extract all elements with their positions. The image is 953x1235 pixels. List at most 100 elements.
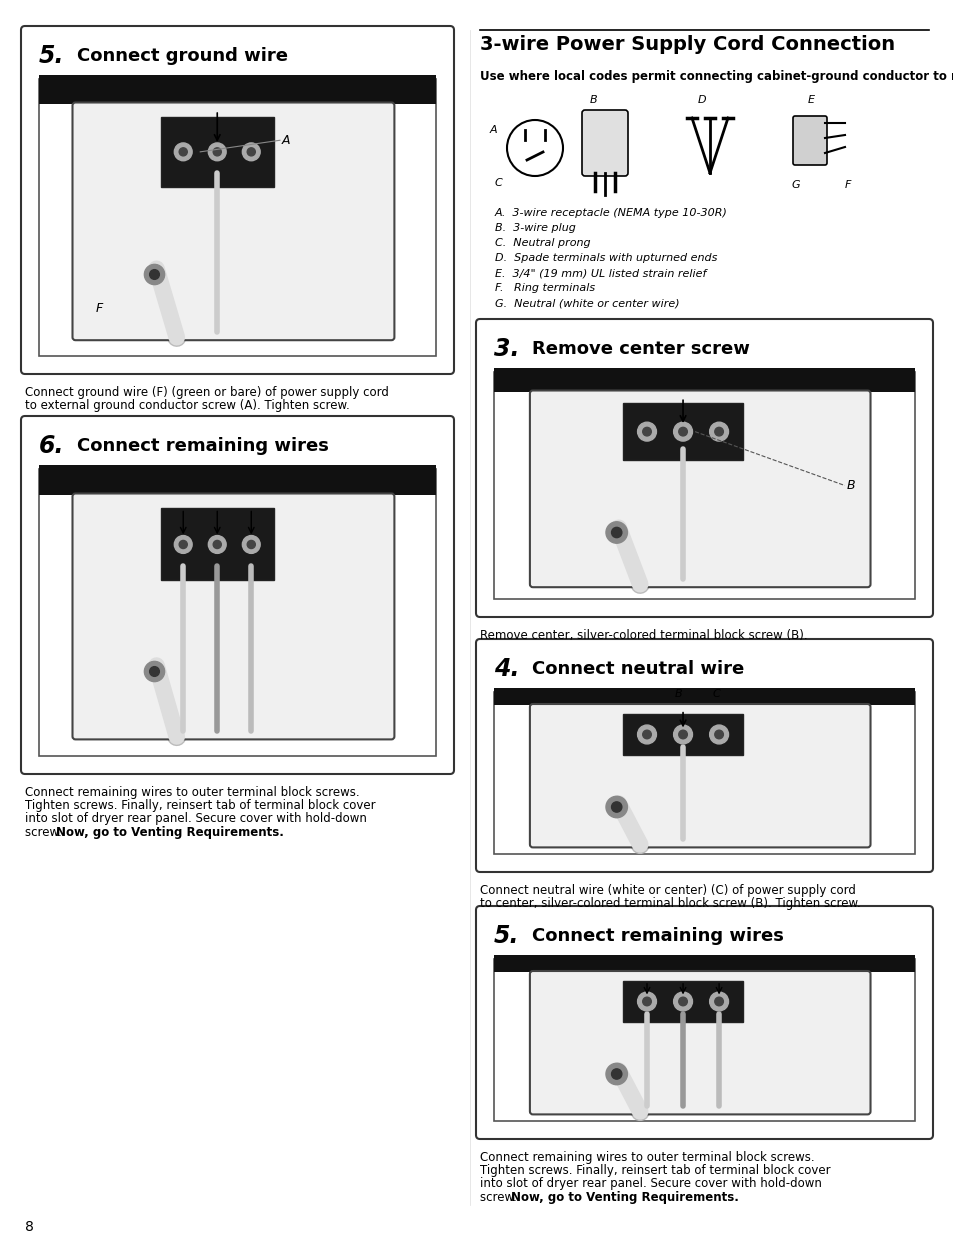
Text: Connect ground wire (F) (green or bare) of power supply cord: Connect ground wire (F) (green or bare) …	[25, 387, 389, 399]
Circle shape	[242, 536, 260, 553]
Text: D: D	[698, 95, 706, 105]
Text: 3.: 3.	[494, 337, 519, 361]
FancyBboxPatch shape	[476, 638, 932, 872]
Text: Connect remaining wires: Connect remaining wires	[77, 437, 329, 454]
Circle shape	[642, 427, 651, 436]
Text: C: C	[712, 689, 720, 699]
Circle shape	[247, 541, 255, 548]
Text: A.  3-wire receptacle (NEMA type 10-30R): A. 3-wire receptacle (NEMA type 10-30R)	[495, 207, 727, 219]
Circle shape	[678, 997, 686, 1005]
Circle shape	[709, 725, 728, 743]
Text: B: B	[846, 479, 855, 492]
FancyBboxPatch shape	[476, 319, 932, 618]
Circle shape	[150, 269, 159, 279]
Text: B.  3-wire plug: B. 3-wire plug	[495, 224, 576, 233]
Bar	[160, 117, 274, 186]
Text: 8: 8	[25, 1220, 34, 1234]
Circle shape	[637, 422, 656, 441]
Text: Connect neutral wire: Connect neutral wire	[532, 659, 743, 678]
FancyBboxPatch shape	[21, 416, 454, 774]
Circle shape	[642, 997, 651, 1005]
Text: A: A	[490, 125, 497, 135]
FancyBboxPatch shape	[581, 110, 627, 177]
Bar	[494, 955, 914, 972]
Text: 6.: 6.	[39, 433, 65, 458]
Text: Connect ground wire: Connect ground wire	[77, 47, 288, 65]
Text: F.   Ring terminals: F. Ring terminals	[495, 283, 595, 293]
Circle shape	[174, 536, 192, 553]
Text: Connect neutral wire (white or center) (C) of power supply cord: Connect neutral wire (white or center) (…	[479, 884, 855, 897]
Circle shape	[714, 730, 722, 739]
Circle shape	[247, 148, 255, 156]
Circle shape	[208, 536, 226, 553]
Bar	[622, 403, 742, 461]
Circle shape	[213, 148, 221, 156]
Text: D.  Spade terminals with upturned ends: D. Spade terminals with upturned ends	[495, 253, 717, 263]
Circle shape	[605, 1063, 627, 1084]
Text: Connect remaining wires to outer terminal block screws.: Connect remaining wires to outer termina…	[25, 785, 359, 799]
Text: Now, go to Venting Requirements.: Now, go to Venting Requirements.	[511, 1191, 738, 1204]
Text: Now, go to Venting Requirements.: Now, go to Venting Requirements.	[56, 825, 284, 839]
Circle shape	[144, 662, 165, 682]
Text: B: B	[674, 689, 681, 699]
Circle shape	[179, 148, 187, 156]
Text: Tighten screws. Finally, reinsert tab of terminal block cover: Tighten screws. Finally, reinsert tab of…	[25, 799, 375, 813]
Circle shape	[213, 541, 221, 548]
Circle shape	[714, 427, 722, 436]
Circle shape	[642, 730, 651, 739]
Circle shape	[179, 541, 187, 548]
Text: into slot of dryer rear panel. Secure cover with hold-down: into slot of dryer rear panel. Secure co…	[25, 813, 367, 825]
Text: Remove center screw: Remove center screw	[532, 340, 749, 358]
Text: to external ground conductor screw (A). Tighten screw.: to external ground conductor screw (A). …	[25, 399, 350, 412]
Text: 5.: 5.	[494, 924, 519, 948]
Bar	[494, 692, 914, 853]
Circle shape	[673, 992, 692, 1011]
Circle shape	[673, 422, 692, 441]
Bar	[622, 714, 742, 755]
Circle shape	[709, 992, 728, 1011]
Text: B: B	[589, 95, 597, 105]
Bar	[160, 509, 274, 580]
Text: Tighten screws. Finally, reinsert tab of terminal block cover: Tighten screws. Finally, reinsert tab of…	[479, 1165, 830, 1177]
FancyBboxPatch shape	[72, 494, 394, 740]
Text: Remove center, silver-colored terminal block screw (B).: Remove center, silver-colored terminal b…	[479, 629, 807, 642]
FancyBboxPatch shape	[529, 390, 869, 587]
Circle shape	[637, 725, 656, 743]
Text: Use where local codes permit connecting cabinet-ground conductor to neutral wire: Use where local codes permit connecting …	[479, 70, 953, 83]
FancyBboxPatch shape	[72, 103, 394, 340]
Text: C.  Neutral prong: C. Neutral prong	[495, 238, 590, 248]
Circle shape	[709, 422, 728, 441]
Text: G: G	[791, 180, 800, 190]
Text: E.  3/4" (19 mm) UL listed strain relief: E. 3/4" (19 mm) UL listed strain relief	[495, 268, 705, 278]
Text: F: F	[95, 303, 103, 315]
Bar	[494, 368, 914, 391]
Text: F: F	[844, 180, 850, 190]
Circle shape	[605, 521, 627, 543]
Circle shape	[150, 667, 159, 677]
Bar	[494, 960, 914, 1121]
Circle shape	[174, 143, 192, 161]
Circle shape	[611, 527, 621, 537]
Bar	[494, 372, 914, 599]
Bar	[39, 75, 436, 104]
Text: Connect remaining wires to outer terminal block screws.: Connect remaining wires to outer termina…	[479, 1151, 814, 1165]
FancyBboxPatch shape	[476, 906, 932, 1139]
FancyBboxPatch shape	[529, 704, 869, 847]
Circle shape	[673, 725, 692, 743]
Bar	[622, 981, 742, 1023]
Text: into slot of dryer rear panel. Secure cover with hold-down: into slot of dryer rear panel. Secure co…	[479, 1177, 821, 1191]
FancyBboxPatch shape	[21, 26, 454, 374]
Circle shape	[144, 264, 165, 284]
Text: 4.: 4.	[494, 657, 519, 680]
Circle shape	[605, 797, 627, 818]
Circle shape	[611, 802, 621, 813]
Text: screw.: screw.	[25, 825, 66, 839]
Text: A: A	[282, 133, 290, 147]
FancyBboxPatch shape	[792, 116, 826, 165]
Text: E: E	[807, 95, 814, 105]
Text: C: C	[495, 178, 502, 188]
Circle shape	[678, 730, 686, 739]
Text: 5.: 5.	[39, 44, 65, 68]
Circle shape	[714, 997, 722, 1005]
Circle shape	[678, 427, 686, 436]
